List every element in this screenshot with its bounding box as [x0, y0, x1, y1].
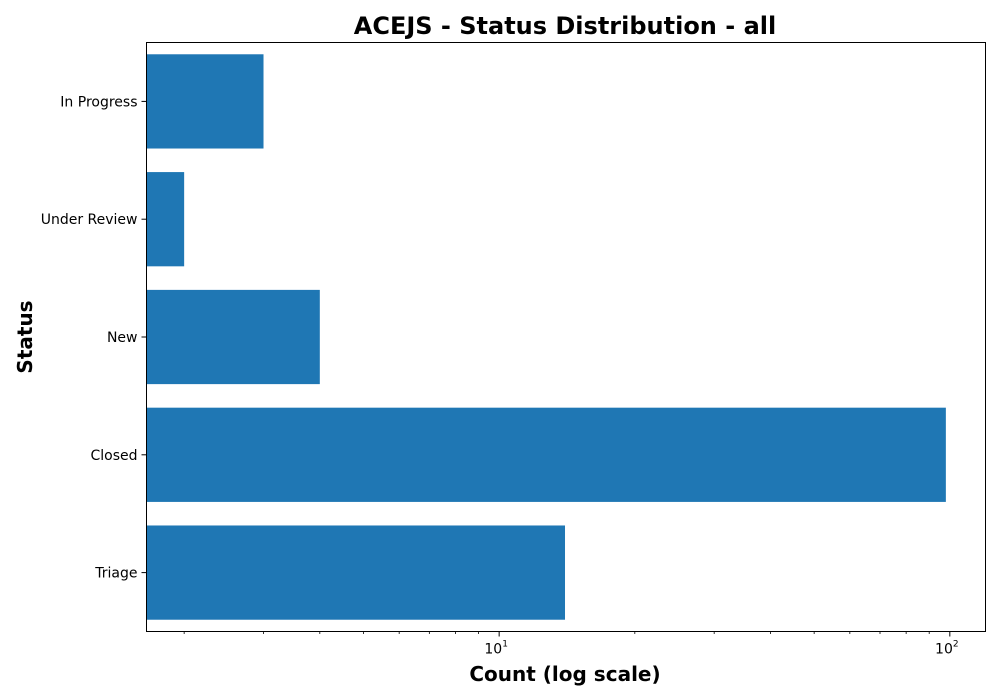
- x-tick-exponent: 2: [953, 640, 959, 650]
- y-axis-ticks: Triage Closed New Under Review In Progress: [41, 94, 147, 582]
- x-tick-label: 101: [484, 640, 508, 658]
- chart-title: ACEJS - Status Distribution - all: [354, 12, 776, 40]
- bar-new: [146, 289, 320, 385]
- y-tick-label-triage: Triage: [94, 566, 137, 582]
- y-tick-label-under-review: Under Review: [41, 212, 138, 228]
- bar-triage: [146, 525, 566, 620]
- x-tick-exponent: 1: [502, 640, 508, 650]
- bar-closed: [146, 407, 946, 502]
- bars-group: [146, 54, 946, 620]
- y-axis-label: Status: [13, 300, 37, 373]
- x-axis-ticks: 101 102: [183, 631, 959, 658]
- x-tick-label: 102: [935, 640, 959, 658]
- y-tick-label-closed: Closed: [90, 448, 137, 464]
- x-axis-label: Count (log scale): [469, 662, 660, 686]
- bar-in-progress: [146, 54, 264, 149]
- x-tick-base: 10: [484, 642, 502, 658]
- y-tick-label-new: New: [107, 330, 138, 346]
- y-tick-label-in-progress: In Progress: [60, 94, 137, 110]
- x-tick-base: 10: [935, 642, 953, 658]
- bar-under-review: [146, 172, 185, 267]
- plot-frame: [146, 42, 986, 632]
